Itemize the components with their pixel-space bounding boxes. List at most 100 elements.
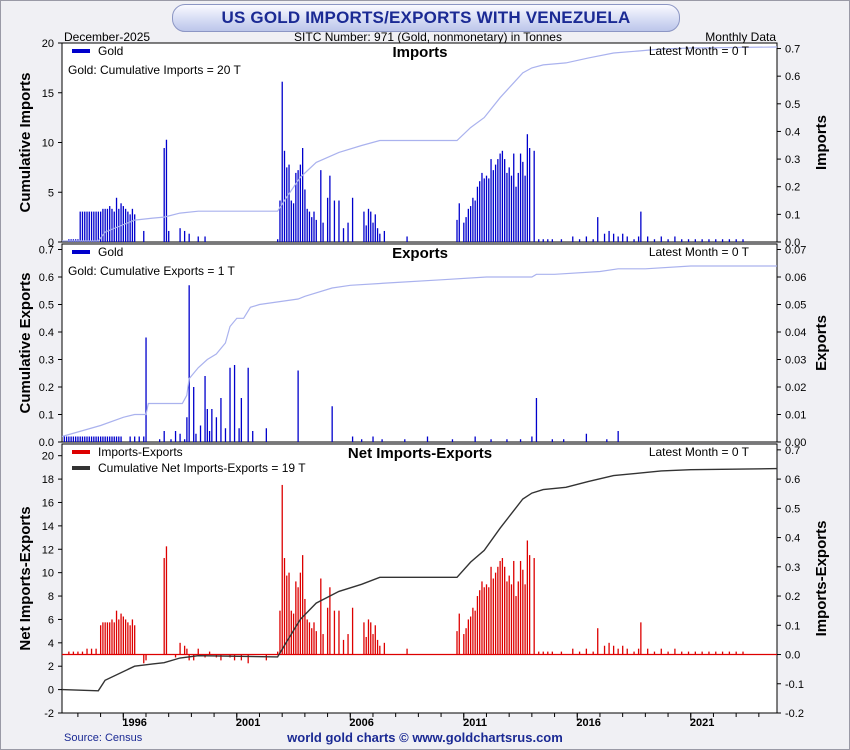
bar xyxy=(538,651,540,655)
bar xyxy=(265,654,267,661)
bar xyxy=(109,206,111,242)
bar xyxy=(578,651,581,655)
y-tick-label-left: 0.4 xyxy=(39,327,54,339)
bar xyxy=(115,436,118,442)
bar xyxy=(560,239,563,242)
bar xyxy=(195,433,197,442)
legend-label: Gold xyxy=(98,245,123,259)
bar xyxy=(68,436,70,442)
bar xyxy=(351,607,354,655)
bar xyxy=(113,211,115,242)
bar xyxy=(247,654,249,664)
bar xyxy=(115,610,118,655)
bar xyxy=(506,172,508,242)
bar xyxy=(506,581,508,655)
bar xyxy=(383,230,386,242)
y-tick-label-right: 0.1 xyxy=(785,209,800,221)
bar xyxy=(376,228,379,242)
bar xyxy=(145,654,147,661)
bar xyxy=(472,607,474,655)
bar xyxy=(290,200,292,242)
bar xyxy=(526,134,529,242)
bar xyxy=(106,208,109,242)
bar xyxy=(326,197,329,242)
y-tick-label-left: 8 xyxy=(48,591,54,603)
bar xyxy=(519,153,522,242)
bar xyxy=(708,239,710,242)
bar xyxy=(292,203,295,242)
bar xyxy=(81,651,84,655)
bar xyxy=(481,581,483,655)
bar xyxy=(279,200,281,242)
bar xyxy=(286,167,288,242)
bar xyxy=(281,484,283,655)
bar xyxy=(492,578,494,655)
bar xyxy=(728,651,731,655)
bar xyxy=(186,648,188,655)
y-tick-label-right: -0.2 xyxy=(785,708,804,720)
bar xyxy=(488,178,490,242)
header-frequency: Monthly Data xyxy=(705,30,776,44)
y-tick-label-left: 16 xyxy=(42,497,54,509)
bar xyxy=(490,439,492,442)
bar xyxy=(519,439,522,442)
bar xyxy=(660,236,662,242)
bar xyxy=(483,178,485,242)
bar xyxy=(721,239,724,242)
y-tick-label-right: 0.07 xyxy=(785,245,806,257)
bar xyxy=(367,619,370,655)
y-tick-label-right: 0.04 xyxy=(785,327,806,339)
bar xyxy=(547,651,549,655)
bar xyxy=(290,610,292,655)
bar xyxy=(84,211,86,242)
bar xyxy=(86,648,88,655)
bar xyxy=(499,153,501,242)
bar xyxy=(120,436,122,442)
latest-month: Latest Month = 0 T xyxy=(649,245,750,259)
bar xyxy=(612,645,615,655)
bar xyxy=(456,631,458,655)
bar xyxy=(138,436,140,442)
bar xyxy=(118,436,120,442)
bar xyxy=(735,239,737,242)
y-tick-label-left: 4 xyxy=(48,638,54,650)
y-tick-label-right: 0.5 xyxy=(785,503,800,515)
bar xyxy=(508,167,510,242)
bar xyxy=(474,200,476,242)
bar xyxy=(322,634,324,655)
bar xyxy=(174,431,177,442)
bar xyxy=(592,239,594,242)
bar xyxy=(134,214,136,242)
bar xyxy=(99,211,102,242)
bar xyxy=(95,436,97,442)
y-tick-label-right: 0.4 xyxy=(785,533,800,545)
x-tick-label: 2001 xyxy=(236,717,260,729)
bar xyxy=(585,433,588,442)
bar xyxy=(363,211,365,242)
bar xyxy=(517,172,519,242)
y-tick-label-right: 0.2 xyxy=(785,591,800,603)
chart-title: US GOLD IMPORTS/EXPORTS WITH VENEZUELA xyxy=(221,8,631,27)
y-tick-label-left: 0 xyxy=(48,685,54,697)
bar xyxy=(515,596,517,655)
bar xyxy=(458,203,460,242)
bar xyxy=(467,208,470,242)
bar xyxy=(113,622,115,655)
bar xyxy=(506,439,508,442)
y-tick-label-left: 0 xyxy=(48,237,54,249)
bar xyxy=(95,648,97,655)
bar xyxy=(463,634,465,655)
y-tick-label-left: 0.5 xyxy=(39,300,54,312)
bar xyxy=(163,148,165,242)
bar xyxy=(277,239,279,242)
bar xyxy=(456,219,458,242)
bar xyxy=(311,217,313,242)
plot-area xyxy=(61,42,778,243)
x-tick-label: 2016 xyxy=(576,717,600,729)
bar xyxy=(183,439,186,442)
bar xyxy=(526,540,529,655)
bar xyxy=(667,239,669,242)
bar xyxy=(90,436,93,442)
bar xyxy=(329,587,331,655)
bar xyxy=(374,625,376,655)
